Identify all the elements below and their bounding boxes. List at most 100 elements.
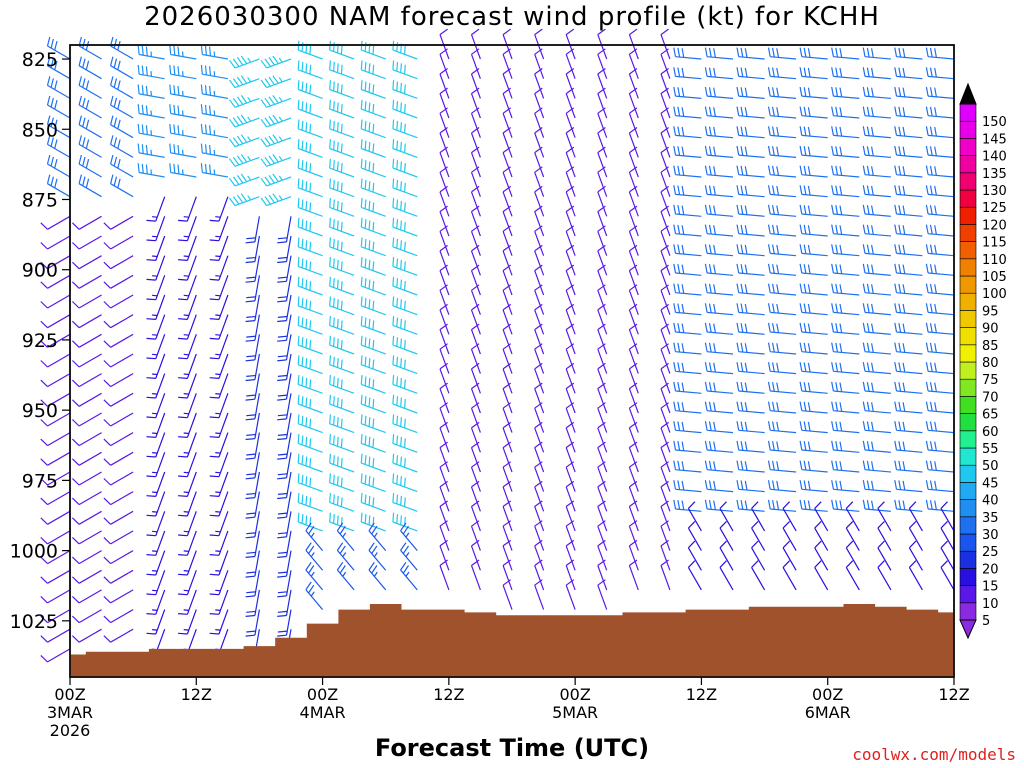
colorbar-label: 40 — [982, 494, 999, 509]
colorbar-swatch — [959, 344, 977, 363]
wind-barb — [767, 499, 797, 512]
wind-barb — [40, 294, 71, 309]
wind-barb — [245, 412, 260, 441]
wind-barb — [799, 480, 828, 493]
colorbar-swatch — [959, 482, 977, 500]
wind-barb — [673, 165, 702, 178]
wind-barb — [831, 67, 860, 80]
wind-barb — [597, 185, 608, 217]
colorbar-swatch — [959, 464, 977, 483]
wind-barb — [736, 421, 765, 434]
wind-barb — [704, 224, 734, 237]
wind-barb — [277, 589, 292, 617]
wind-barb — [71, 412, 102, 427]
wind-barb — [845, 560, 860, 591]
wind-barb — [534, 441, 545, 473]
wind-barb — [925, 342, 955, 355]
wind-barb — [767, 106, 797, 119]
wind-barb — [40, 255, 71, 270]
wind-barb — [704, 263, 734, 276]
wind-barb — [229, 95, 260, 108]
wind-barb — [245, 275, 260, 303]
wind-barb — [277, 412, 292, 441]
wind-barb — [178, 589, 197, 615]
wind-barb — [103, 432, 134, 447]
wind-barb — [831, 185, 860, 198]
wind-barb — [439, 127, 450, 158]
wind-barb — [597, 441, 608, 473]
wind-barb — [673, 499, 702, 512]
y-tick-label: 975 — [22, 470, 58, 492]
wind-barb — [297, 355, 323, 375]
wind-barb — [209, 235, 229, 261]
wind-barb — [767, 342, 797, 355]
wind-barb — [297, 453, 323, 473]
wind-barb — [565, 48, 576, 79]
wind-barb — [799, 67, 828, 80]
wind-barb — [277, 275, 292, 303]
wind-barb — [704, 440, 734, 453]
wind-barb — [71, 628, 102, 643]
wind-barb — [470, 303, 481, 335]
wind-barb — [704, 362, 734, 375]
wind-barb — [178, 353, 197, 379]
wind-barb — [502, 107, 513, 138]
wind-barb — [597, 28, 608, 60]
wind-barb — [628, 421, 639, 453]
wind-barb — [502, 500, 513, 532]
colorbar-label: 55 — [982, 442, 999, 457]
wind-barb — [673, 244, 702, 257]
wind-barb — [178, 235, 197, 261]
wind-barb — [40, 471, 71, 486]
wind-barb — [845, 520, 860, 551]
wind-barb — [392, 158, 418, 178]
wind-barb — [845, 501, 860, 532]
wind-barb — [799, 421, 828, 434]
colorbar-swatch — [959, 292, 977, 311]
wind-barb — [360, 473, 386, 493]
wind-barb — [767, 440, 797, 453]
wind-barb — [660, 68, 671, 99]
wind-barb — [439, 500, 450, 532]
wind-barb — [597, 127, 608, 158]
wind-barb — [751, 501, 766, 532]
wind-barb — [736, 106, 765, 119]
wind-barb — [209, 511, 229, 537]
wind-barb — [392, 414, 418, 434]
wind-barb — [297, 276, 323, 296]
wind-barb — [178, 412, 197, 438]
wind-barb — [360, 217, 386, 237]
x-tick-label: 12Z — [433, 685, 464, 704]
wind-barb — [673, 381, 702, 394]
colorbar-swatch — [959, 602, 977, 621]
wind-barb — [894, 47, 923, 60]
wind-barb — [719, 560, 734, 591]
wind-barb — [137, 64, 165, 80]
wind-barb — [767, 401, 797, 414]
wind-barb — [940, 560, 955, 591]
wind-barb — [673, 86, 702, 99]
wind-barb — [439, 284, 450, 315]
wind-barb — [71, 491, 102, 506]
wind-barb — [245, 550, 260, 578]
wind-barb — [767, 244, 797, 257]
wind-barb — [245, 235, 260, 264]
wind-barb — [200, 45, 229, 60]
wind-barb — [814, 520, 829, 551]
colorbar-arrow-top — [959, 82, 977, 105]
wind-barb — [565, 343, 576, 374]
wind-barb — [831, 244, 860, 257]
wind-barb — [925, 460, 955, 473]
wind-barb — [925, 106, 955, 119]
x-tick-label: 12Z — [938, 685, 969, 704]
wind-barb — [831, 342, 860, 355]
wind-barb — [178, 491, 197, 517]
wind-barb — [767, 165, 797, 178]
wind-barb — [103, 294, 134, 309]
wind-barb — [736, 67, 765, 80]
wind-barb — [673, 303, 702, 316]
wind-barb — [628, 323, 639, 355]
wind-barb — [719, 520, 734, 551]
wind-barb — [660, 500, 671, 532]
wind-barb — [360, 99, 386, 119]
